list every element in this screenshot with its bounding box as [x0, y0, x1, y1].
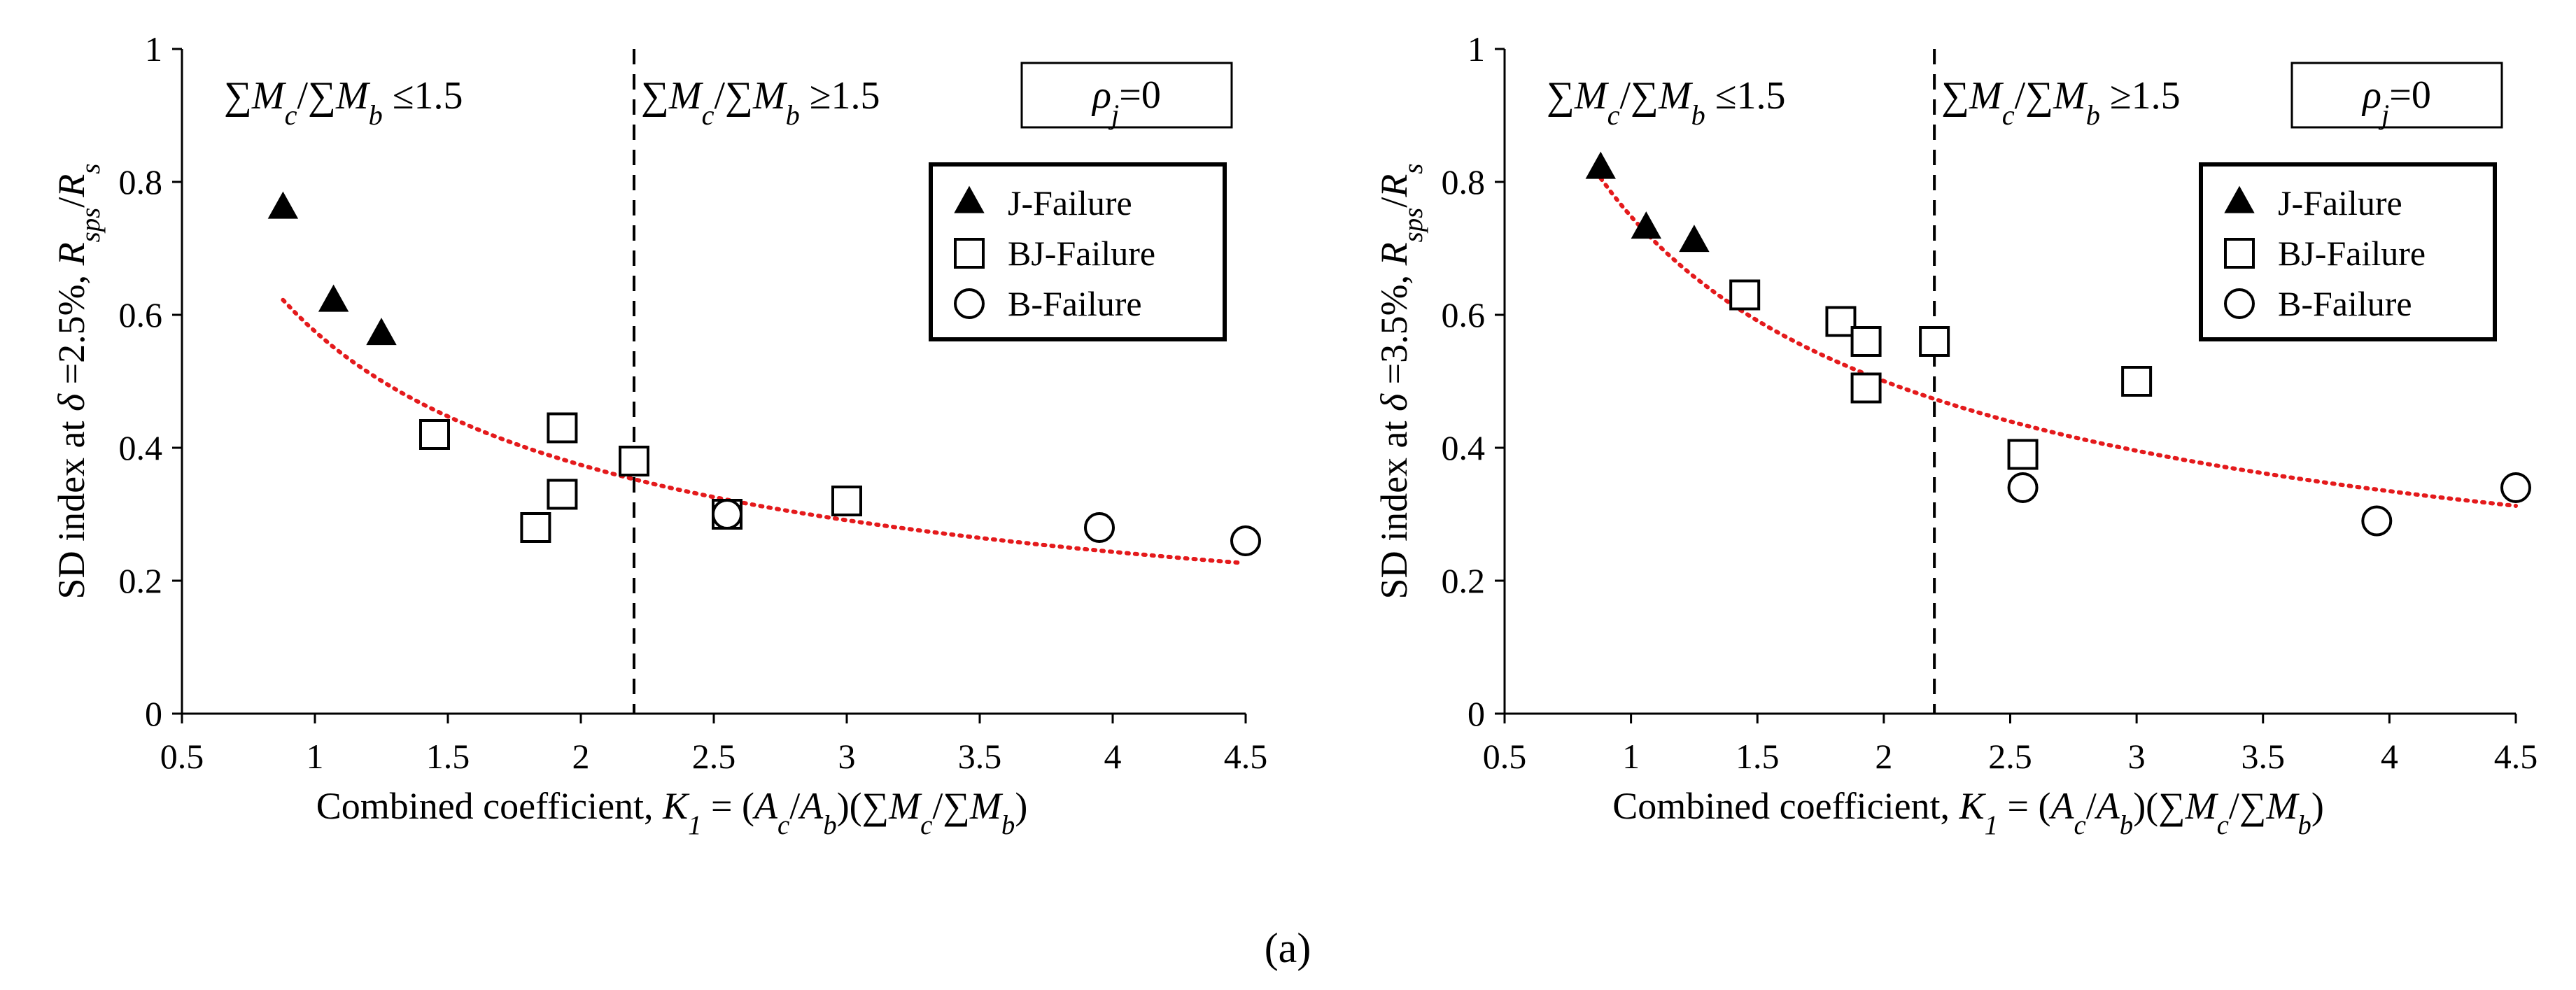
- chart1-legend-marker-triangle: [2224, 185, 2255, 213]
- chart1-legend-marker-square: [2224, 238, 2255, 269]
- chart1-j-failure-point: [1631, 211, 1661, 239]
- chart0-x-tick-label: 2: [572, 737, 590, 776]
- chart1-y-tick-label: 0.2: [1442, 561, 1486, 600]
- chart-left: 0 0.2 0.4 0.6 0.8 1 0.5 1 1.5 2 2.5 3 3.5 4 4.5 Combine…: [50, 29, 1267, 840]
- chart0-annotation-right-region: ∑Mc/∑Mb ≥1.5: [641, 74, 880, 131]
- chart0-x-tick-label: 3.5: [958, 737, 1002, 776]
- chart0-x-tick-label: 0.5: [160, 737, 204, 776]
- chart1-b-failure-point: [2007, 472, 2039, 503]
- chart1-y-tick-label: 1: [1468, 29, 1485, 69]
- chart1-x-tick-label: 2.5: [1988, 737, 2032, 776]
- chart0-x-tick-label: 4: [1104, 737, 1122, 776]
- chart1-j-failure-point: [1679, 225, 1710, 253]
- chart0-j-failure-point: [267, 191, 299, 219]
- chart0-bj-failure-point: [419, 419, 450, 450]
- chart1-x-tick-label: 4.5: [2494, 737, 2538, 776]
- chart0-rho-label: ρj=0: [1091, 73, 1161, 130]
- chart1-legend-marker-circle: [2224, 288, 2255, 319]
- chart0-x-axis-title: Combined coefficient, K1 = (Ac/Ab)(∑Mc/∑…: [316, 785, 1028, 840]
- chart1-bj-failure-point: [2007, 439, 2039, 470]
- chart1-annotation-left-region: ∑Mc/∑Mb ≤1.5: [1547, 74, 1786, 131]
- chart1-x-tick-label: 3.5: [2241, 737, 2286, 776]
- chart1-trendline: [1598, 176, 2518, 508]
- chart0-x-tick-label: 4.5: [1224, 737, 1268, 776]
- chart0-x-tick-label: 1.5: [426, 737, 470, 776]
- chart0-legend-marker-triangle: [954, 185, 985, 213]
- chart1-bj-failure-point: [1850, 372, 1882, 404]
- chart0-bj-failure-point: [547, 479, 578, 510]
- chart1-y-tick-label: 0.8: [1442, 162, 1486, 201]
- chart0-legend-marker-square: [954, 238, 985, 269]
- chart0-b-failure-point: [1230, 525, 1261, 556]
- chart1-bj-failure-point: [1919, 326, 1950, 357]
- chart1-b-failure-point: [2500, 472, 2531, 503]
- chart0-y-tick-label: 0: [145, 694, 162, 733]
- chart0-x-tick-label: 3: [838, 737, 856, 776]
- chart0-rho-box: [1020, 62, 1233, 129]
- chart0-bj-failure-point: [619, 446, 649, 476]
- chart1-y-tick-label: 0.4: [1442, 428, 1486, 467]
- chart0-j-failure-point: [366, 318, 397, 346]
- chart0-bj-failure-point: [547, 412, 578, 444]
- chart1-b-failure-point: [2361, 505, 2393, 537]
- chart0-y-tick-label: 0.6: [119, 295, 163, 334]
- chart1-bj-failure-point: [1850, 326, 1882, 357]
- chart1-x-tick-label: 2: [1875, 737, 1892, 776]
- figure-caption: (a): [1265, 925, 1311, 971]
- chart0-x-tick-label: 2.5: [692, 737, 736, 776]
- chart0-y-tick-label: 1: [145, 29, 162, 69]
- chart1-bj-failure-point: [1825, 306, 1857, 337]
- chart0-y-axis-title: SD index at δ =2.5%, Rsps/Rs: [50, 164, 106, 600]
- chart0-j-failure-point: [318, 284, 349, 312]
- chart1-legend-label: J-Failure: [2278, 183, 2402, 222]
- chart0-x-tick-label: 1: [307, 737, 324, 776]
- chart1-y-tick-label: 0: [1468, 694, 1485, 733]
- chart1-bj-failure-point: [2121, 366, 2153, 397]
- chart0-legend-label: BJ-Failure: [1008, 234, 1155, 273]
- chart0-legend-marker-circle: [954, 288, 985, 319]
- chart1-j-failure-point: [1585, 151, 1616, 179]
- chart1-x-tick-label: 1: [1622, 737, 1640, 776]
- chart1-y-axis-title: SD index at δ =3.5%, Rsps/Rs: [1373, 164, 1428, 600]
- chart0-annotation-left-region: ∑Mc/∑Mb ≤1.5: [224, 74, 463, 131]
- chart0-b-failure-point: [712, 499, 742, 530]
- chart1-x-tick-label: 3: [2128, 737, 2146, 776]
- chart1-x-tick-label: 1.5: [1736, 737, 1780, 776]
- chart0-bj-failure-point: [520, 512, 551, 543]
- chart1-x-axis-title: Combined coefficient, K1 = (Ac/Ab)(∑Mc/∑…: [1612, 785, 2324, 840]
- chart0-legend-label: B-Failure: [1008, 284, 1142, 323]
- chart1-legend-label: B-Failure: [2278, 284, 2412, 323]
- chart0-legend-label: J-Failure: [1008, 183, 1132, 222]
- chart0-y-tick-label: 0.2: [119, 561, 163, 600]
- chart1-rho-label: ρj=0: [2361, 73, 2431, 130]
- chart1-legend-label: BJ-Failure: [2278, 234, 2426, 273]
- chart0-bj-failure-point: [831, 486, 862, 516]
- chart1-x-tick-label: 4: [2381, 737, 2398, 776]
- chart0-y-tick-label: 0.8: [119, 162, 163, 201]
- chart1-x-tick-label: 0.5: [1483, 737, 1527, 776]
- chart0-trendline: [281, 297, 1240, 565]
- chart-right: 0 0.2 0.4 0.6 0.8 1 0.5 1 1.5 2 2.5 3 3.5 4 4.5 Combine…: [1373, 29, 2538, 840]
- chart1-annotation-right-region: ∑Mc/∑Mb ≥1.5: [1941, 74, 2181, 131]
- chart0-y-tick-label: 0.4: [119, 428, 163, 467]
- chart0-b-failure-point: [1084, 512, 1115, 543]
- chart1-bj-failure-point: [1729, 279, 1761, 311]
- chart1-y-tick-label: 0.6: [1442, 295, 1486, 334]
- chart1-rho-box: [2290, 62, 2503, 129]
